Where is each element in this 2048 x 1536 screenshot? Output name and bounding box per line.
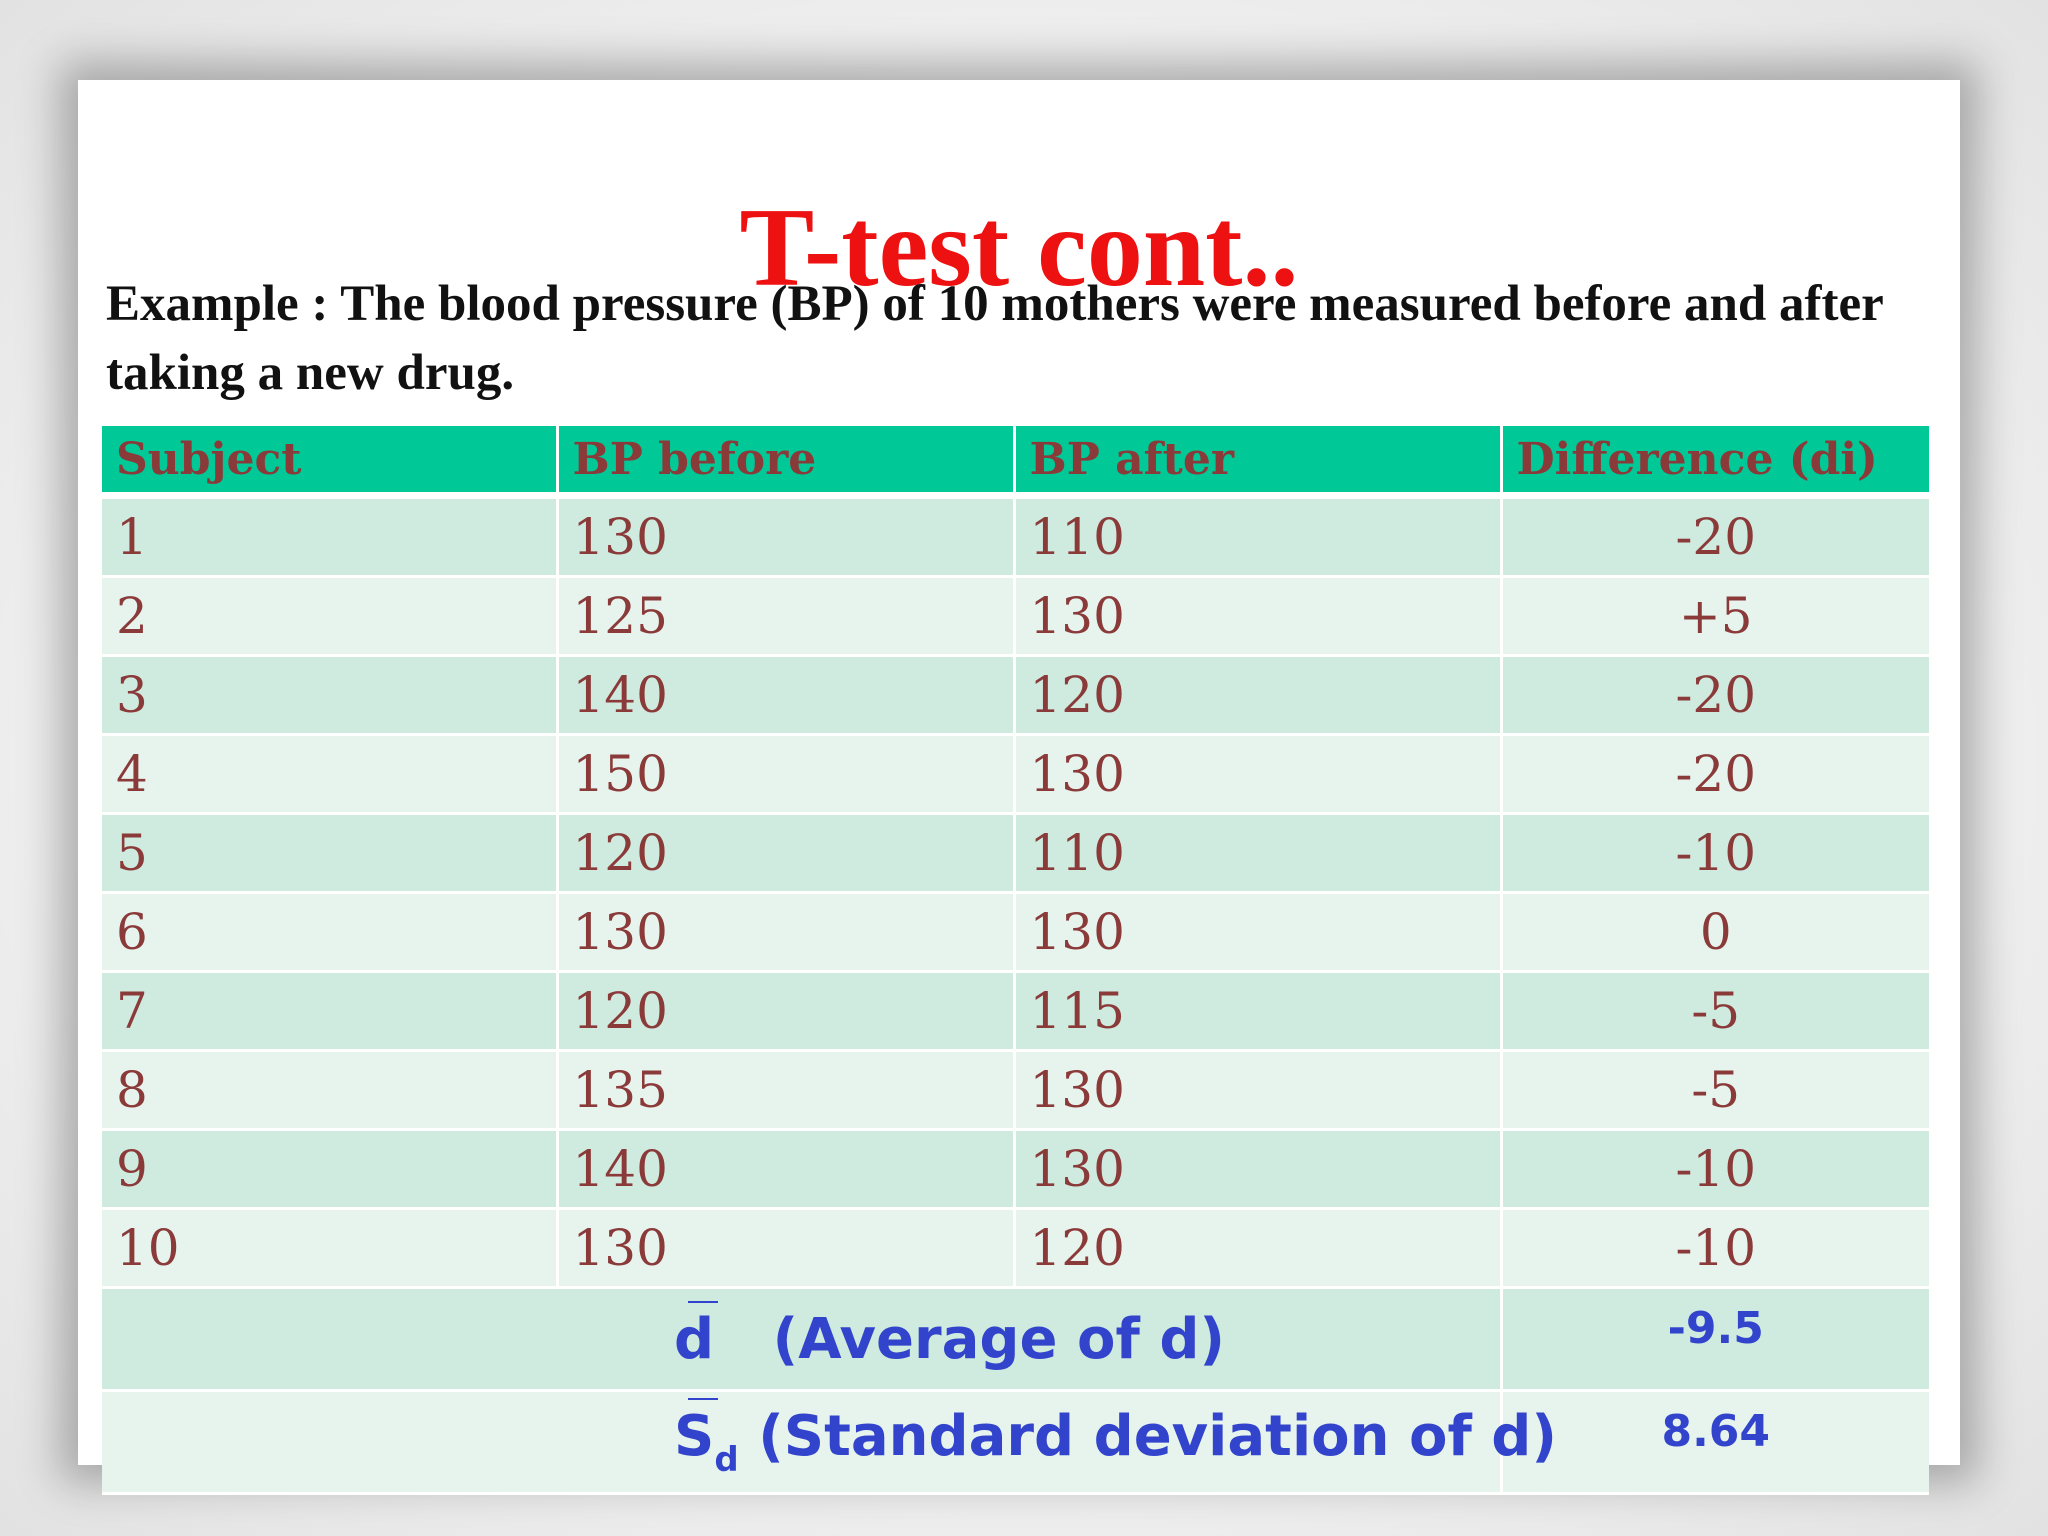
- cell-subject: 1: [102, 495, 559, 578]
- cell-difference: -10: [1501, 1129, 1929, 1210]
- cell-bp-before: 130: [557, 495, 1016, 578]
- cell-subject: 8: [102, 1050, 559, 1131]
- cell-bp-before: 120: [557, 971, 1016, 1052]
- average-value: -9.5: [1501, 1287, 1929, 1392]
- slide-title: T-test cont..: [739, 186, 1299, 310]
- cell-bp-before: 135: [557, 1050, 1016, 1131]
- cell-bp-before: 120: [557, 813, 1016, 894]
- cell-difference: -5: [1501, 971, 1929, 1052]
- cell-bp-after: 130: [1014, 576, 1503, 657]
- std-dev-label: (Standard deviation of d): [758, 1404, 1557, 1469]
- average-label-cell: d (Average of d): [102, 1287, 1503, 1392]
- d-subscript: d: [714, 1440, 739, 1480]
- cell-difference: +5: [1501, 576, 1929, 657]
- table-header: Subject BP before BP after Difference (d…: [102, 426, 1929, 499]
- cell-bp-after: 115: [1014, 971, 1503, 1052]
- s-symbol: S: [674, 1404, 715, 1469]
- example-text: Example : The blood pressure (BP) of 10 …: [106, 276, 1883, 401]
- table-row: 6 130 130 0: [102, 892, 1929, 973]
- table-row: 1 130 110 -20: [102, 495, 1929, 578]
- cell-bp-after: 110: [1014, 813, 1503, 894]
- cell-subject: 10: [102, 1208, 559, 1289]
- cell-bp-before: 130: [557, 892, 1016, 973]
- cell-bp-after: 120: [1014, 655, 1503, 736]
- cell-difference: -20: [1501, 734, 1929, 815]
- cell-bp-after: 120: [1014, 1208, 1503, 1289]
- table-row: 10 130 120 -10: [102, 1208, 1929, 1289]
- cell-bp-after: 130: [1014, 892, 1503, 973]
- cell-difference: -20: [1501, 655, 1929, 736]
- header-bp-before: BP before: [557, 426, 1016, 499]
- table-row: 2 125 130 +5: [102, 576, 1929, 657]
- std-dev-label-cell: Sd (Standard deviation of d): [102, 1390, 1557, 1495]
- std-dev-value: 8.64: [1501, 1390, 1929, 1495]
- cell-bp-after: 110: [1014, 495, 1503, 578]
- cell-bp-after: 130: [1014, 1129, 1503, 1210]
- s-d-symbol: Sd: [674, 1398, 739, 1480]
- cell-difference: -10: [1501, 1208, 1929, 1289]
- summary-row-average: d (Average of d) -9.5: [102, 1287, 1929, 1392]
- header-subject: Subject: [102, 426, 559, 499]
- slide: T-test cont.. Example : The blood pressu…: [78, 80, 1960, 1495]
- cell-subject: 5: [102, 813, 559, 894]
- table-row: 5 120 110 -10: [102, 813, 1929, 894]
- summary-row-std-dev: Sd (Standard deviation of d) 8.64: [102, 1390, 1929, 1495]
- cell-difference: -5: [1501, 1050, 1929, 1131]
- cell-difference: 0: [1501, 892, 1929, 973]
- table-row: 7 120 115 -5: [102, 971, 1929, 1052]
- average-label: (Average of d): [772, 1306, 1225, 1372]
- d-symbol: d: [674, 1306, 715, 1372]
- header-bp-after: BP after: [1014, 426, 1503, 499]
- overbar: [688, 1300, 718, 1303]
- cell-bp-before: 125: [557, 576, 1016, 657]
- cell-difference: -20: [1501, 495, 1929, 578]
- bp-table: Subject BP before BP after Difference (d…: [102, 426, 1929, 1495]
- cell-difference: -10: [1501, 813, 1929, 894]
- cell-bp-after: 130: [1014, 1050, 1503, 1131]
- cell-bp-before: 140: [557, 1129, 1016, 1210]
- overbar: [688, 1398, 718, 1400]
- d-bar-symbol: d: [674, 1300, 718, 1372]
- table-row: 8 135 130 -5: [102, 1050, 1929, 1131]
- cell-subject: 2: [102, 576, 559, 657]
- cell-bp-after: 130: [1014, 734, 1503, 815]
- cell-bp-before: 140: [557, 655, 1016, 736]
- header-difference: Difference (di): [1501, 426, 1929, 499]
- cell-subject: 7: [102, 971, 559, 1052]
- cell-subject: 9: [102, 1129, 559, 1210]
- cell-subject: 4: [102, 734, 559, 815]
- cell-bp-before: 130: [557, 1208, 1016, 1289]
- cell-bp-before: 150: [557, 734, 1016, 815]
- table-row: 9 140 130 -10: [102, 1129, 1929, 1210]
- table-row: 3 140 120 -20: [102, 655, 1929, 736]
- cell-subject: 3: [102, 655, 559, 736]
- table-row: 4 150 130 -20: [102, 734, 1929, 815]
- cell-subject: 6: [102, 892, 559, 973]
